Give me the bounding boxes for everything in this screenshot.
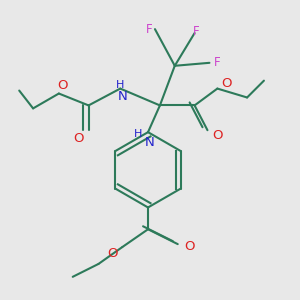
Text: F: F (146, 22, 152, 36)
Text: F: F (214, 56, 221, 69)
Text: N: N (117, 90, 127, 103)
Text: H: H (134, 129, 142, 139)
Text: H: H (116, 80, 124, 90)
Text: O: O (221, 77, 232, 90)
Text: O: O (58, 79, 68, 92)
Text: O: O (107, 247, 118, 260)
Text: N: N (145, 136, 155, 148)
Text: O: O (74, 132, 84, 145)
Text: F: F (193, 25, 200, 38)
Text: O: O (212, 129, 223, 142)
Text: O: O (184, 240, 195, 253)
